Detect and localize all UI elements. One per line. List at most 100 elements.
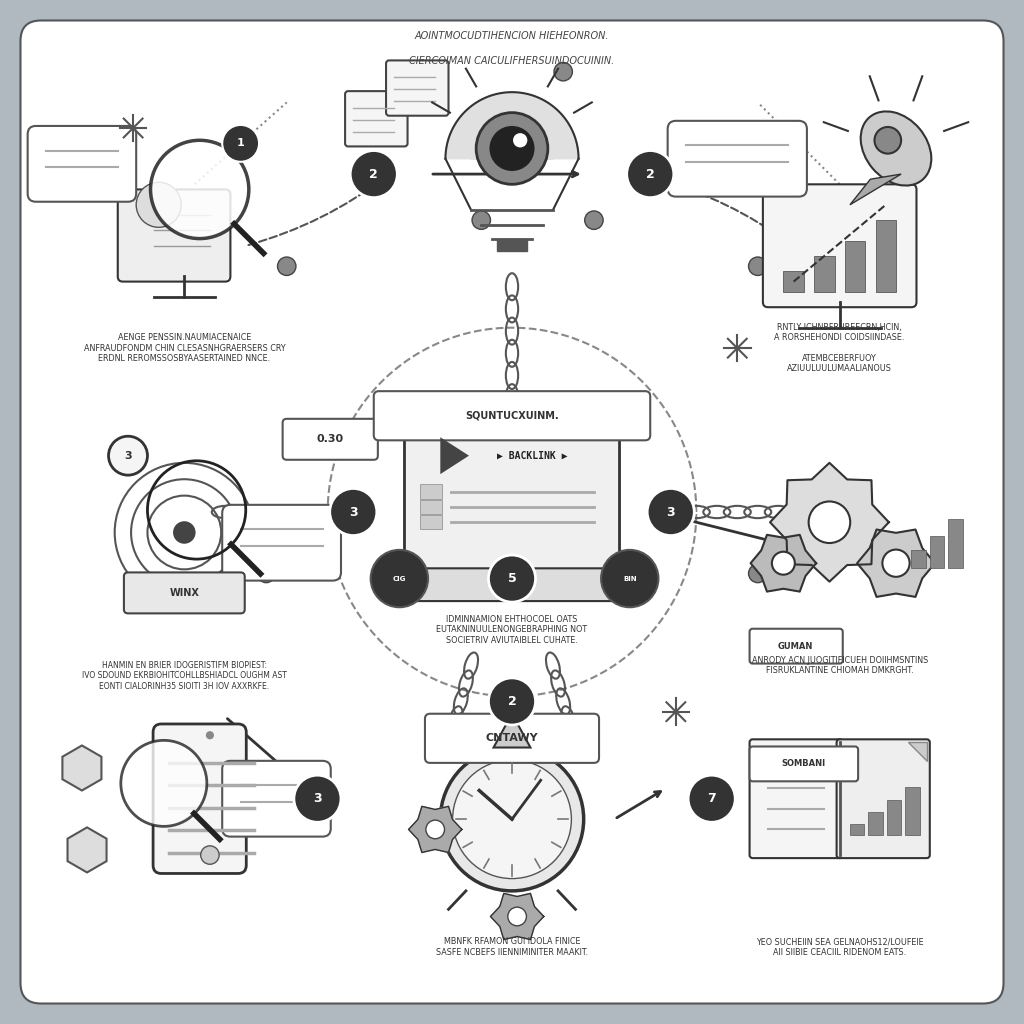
Text: 7: 7	[708, 793, 716, 805]
Polygon shape	[751, 535, 816, 592]
FancyBboxPatch shape	[420, 484, 442, 499]
Text: ANRODY ACN JUOGITIFICUEH DOIIHMSNTINS
FISRUKLANTINE CHIOMAH DMKRGHT.: ANRODY ACN JUOGITIFICUEH DOIIHMSNTINS FI…	[752, 656, 928, 675]
FancyBboxPatch shape	[222, 761, 331, 837]
Circle shape	[109, 436, 147, 475]
FancyBboxPatch shape	[845, 241, 865, 292]
Text: 0.30: 0.30	[316, 434, 343, 444]
FancyBboxPatch shape	[948, 519, 963, 568]
Circle shape	[257, 564, 275, 583]
Text: CIERCOIMAN CAICULIFHERSUINDOCUININ.: CIERCOIMAN CAICULIFHERSUINDOCUININ.	[410, 56, 614, 67]
Circle shape	[472, 211, 490, 229]
FancyBboxPatch shape	[911, 550, 926, 568]
Text: WINX: WINX	[169, 588, 200, 598]
FancyBboxPatch shape	[868, 812, 883, 835]
Circle shape	[350, 151, 397, 198]
FancyBboxPatch shape	[425, 714, 599, 763]
FancyBboxPatch shape	[837, 739, 930, 858]
Circle shape	[453, 760, 571, 879]
Text: 2: 2	[508, 695, 516, 708]
FancyBboxPatch shape	[283, 419, 378, 460]
Circle shape	[489, 126, 535, 171]
Circle shape	[647, 488, 694, 536]
Text: 1: 1	[237, 138, 245, 148]
FancyBboxPatch shape	[404, 415, 620, 579]
FancyBboxPatch shape	[420, 500, 442, 514]
FancyBboxPatch shape	[850, 824, 864, 835]
Circle shape	[749, 564, 767, 583]
FancyBboxPatch shape	[668, 121, 807, 197]
Circle shape	[206, 731, 214, 739]
FancyBboxPatch shape	[750, 739, 843, 858]
FancyBboxPatch shape	[222, 505, 341, 581]
FancyBboxPatch shape	[20, 20, 1004, 1004]
Circle shape	[508, 907, 526, 926]
Text: 5: 5	[508, 572, 516, 585]
Circle shape	[330, 488, 377, 536]
Text: 3: 3	[124, 451, 132, 461]
FancyBboxPatch shape	[783, 271, 804, 292]
Polygon shape	[908, 742, 927, 761]
FancyBboxPatch shape	[28, 126, 136, 202]
Polygon shape	[857, 529, 935, 597]
Circle shape	[278, 257, 296, 275]
Polygon shape	[440, 437, 469, 474]
Text: 2: 2	[370, 168, 378, 180]
Circle shape	[440, 748, 584, 891]
FancyBboxPatch shape	[124, 572, 245, 613]
Text: ▶ BACKLINK ▶: ▶ BACKLINK ▶	[498, 451, 567, 461]
Polygon shape	[850, 174, 901, 205]
Circle shape	[601, 550, 658, 607]
Circle shape	[294, 775, 341, 822]
FancyBboxPatch shape	[345, 91, 408, 146]
Polygon shape	[497, 239, 527, 251]
Text: HANMIN EN BRIER IDOGERISTIFM BIOPIEST:
IVO SDOUND EKRBIOHITCOHLLBSHIADCL OUGHM A: HANMIN EN BRIER IDOGERISTIFM BIOPIEST: I…	[82, 660, 287, 691]
Circle shape	[136, 182, 181, 227]
Polygon shape	[62, 745, 101, 791]
Text: YEO SUCHEIIN SEA GELNAOHS12/LOUFEIE
AII SIIBIE CEACIIL RIDENOM EATS.: YEO SUCHEIIN SEA GELNAOHS12/LOUFEIE AII …	[756, 938, 924, 956]
Circle shape	[772, 552, 795, 574]
Circle shape	[749, 257, 767, 275]
Circle shape	[151, 140, 249, 239]
Circle shape	[488, 678, 536, 725]
FancyBboxPatch shape	[814, 256, 835, 292]
Text: 3: 3	[313, 793, 322, 805]
Circle shape	[688, 775, 735, 822]
Polygon shape	[770, 463, 889, 582]
Text: CNTAWY: CNTAWY	[485, 733, 539, 743]
Text: RNTLY ICHNBFRNREECBN,HCIN,
A RORSHEHONDI COIDSIINDASE.

ATEMBCEBERFUOY
AZIUULUUL: RNTLY ICHNBFRNREECBN,HCIN, A RORSHEHONDI…	[774, 323, 905, 374]
Circle shape	[883, 550, 909, 577]
Circle shape	[809, 502, 850, 543]
Circle shape	[419, 419, 431, 431]
FancyBboxPatch shape	[408, 568, 616, 601]
FancyBboxPatch shape	[905, 787, 920, 835]
FancyBboxPatch shape	[420, 515, 442, 529]
Text: 3: 3	[349, 506, 357, 518]
Circle shape	[201, 846, 219, 864]
Polygon shape	[68, 827, 106, 872]
Circle shape	[476, 113, 548, 184]
Text: AOINTMOCUDTIHENCION HIEHEONRON.: AOINTMOCUDTIHENCION HIEHEONRON.	[415, 31, 609, 41]
Circle shape	[121, 740, 207, 826]
Circle shape	[456, 419, 468, 431]
Circle shape	[173, 521, 196, 544]
FancyBboxPatch shape	[876, 220, 896, 292]
FancyBboxPatch shape	[763, 184, 916, 307]
Text: SQUNTUCXUINM.: SQUNTUCXUINM.	[465, 411, 559, 421]
Circle shape	[488, 555, 536, 602]
FancyBboxPatch shape	[750, 746, 858, 781]
FancyBboxPatch shape	[887, 800, 901, 835]
Text: AENGE PENSSIN.NAUMIACENAICE
ANFRAUDFONDM CHIN CLESASNHGRAERSERS CRY
ERDNL REROMS: AENGE PENSSIN.NAUMIACENAICE ANFRAUDFONDM…	[84, 333, 285, 364]
Circle shape	[513, 133, 527, 147]
Circle shape	[874, 127, 901, 154]
Circle shape	[371, 550, 428, 607]
Circle shape	[627, 151, 674, 198]
Ellipse shape	[861, 112, 931, 185]
FancyBboxPatch shape	[930, 536, 944, 568]
Text: 3: 3	[667, 506, 675, 518]
Circle shape	[426, 820, 444, 839]
FancyBboxPatch shape	[118, 189, 230, 282]
Text: SOMBANI: SOMBANI	[781, 760, 826, 768]
Circle shape	[554, 62, 572, 81]
Polygon shape	[490, 893, 544, 940]
Text: MBNFK RFAMON GUI IDOLA FINICE
SASFE NCBEFS IIENNIMINITER MAAKIT.: MBNFK RFAMON GUI IDOLA FINICE SASFE NCBE…	[436, 938, 588, 956]
